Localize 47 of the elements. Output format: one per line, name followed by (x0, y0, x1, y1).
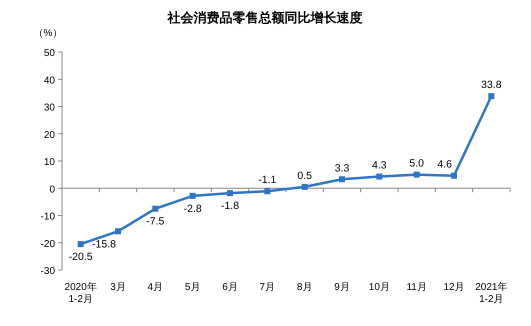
data-label: 4.3 (372, 160, 387, 172)
x-tick-label: 8月 (296, 282, 312, 293)
x-tick-label: 4月 (148, 282, 164, 293)
x-tick-label: 10月 (368, 282, 390, 293)
y-tick-label: 30 (44, 102, 56, 114)
data-label: 4.6 (437, 158, 452, 171)
x-tick-label: 6月 (222, 282, 238, 293)
x-tick-label: 12月 (443, 282, 465, 293)
point (302, 184, 308, 190)
x-tick-label: 3月 (110, 282, 126, 293)
x-tick-label: 11月 (406, 282, 427, 293)
x-tick-label: 2021年 1-2月 (475, 281, 508, 305)
point (190, 192, 196, 199)
data-label: -2.8 (184, 202, 202, 215)
data-label: 33.8 (481, 79, 502, 92)
data-label: 3.3 (334, 162, 350, 174)
y-tick-label: 0 (49, 184, 56, 196)
data-label: -20.5 (68, 251, 93, 264)
chart-title: 社会消费品零售总额同比增长速度 (166, 10, 362, 25)
point (451, 172, 457, 179)
y-axis-title: （%） (34, 28, 62, 39)
point (152, 206, 158, 212)
y-tick-label: -20 (40, 238, 56, 250)
point (339, 176, 345, 182)
y-tick-label: -30 (40, 266, 56, 277)
data-label: -1.1 (258, 174, 277, 186)
point (488, 93, 494, 100)
y-tick-label: 10 (44, 157, 56, 168)
data-label: -15.8 (92, 238, 116, 250)
x-tick-label: 7月 (260, 282, 276, 293)
point (376, 174, 382, 180)
data-label: -7.5 (146, 216, 165, 228)
data-label: 5.0 (409, 158, 424, 170)
x-tick-label: 2020年 1-2月 (64, 281, 97, 305)
y-tick-label: 50 (44, 48, 56, 59)
x-tick-label: 9月 (334, 282, 350, 293)
point (264, 188, 270, 194)
point (227, 190, 233, 196)
data-label: -1.8 (220, 200, 240, 212)
point (78, 241, 84, 248)
point (414, 172, 420, 178)
y-tick-label: 20 (44, 130, 56, 141)
y-tick-label: -10 (40, 212, 56, 222)
y-tick-label: 40 (44, 75, 56, 86)
x-tick-label: 5月 (184, 282, 200, 293)
point (115, 228, 121, 234)
data-label: 0.5 (297, 170, 312, 182)
